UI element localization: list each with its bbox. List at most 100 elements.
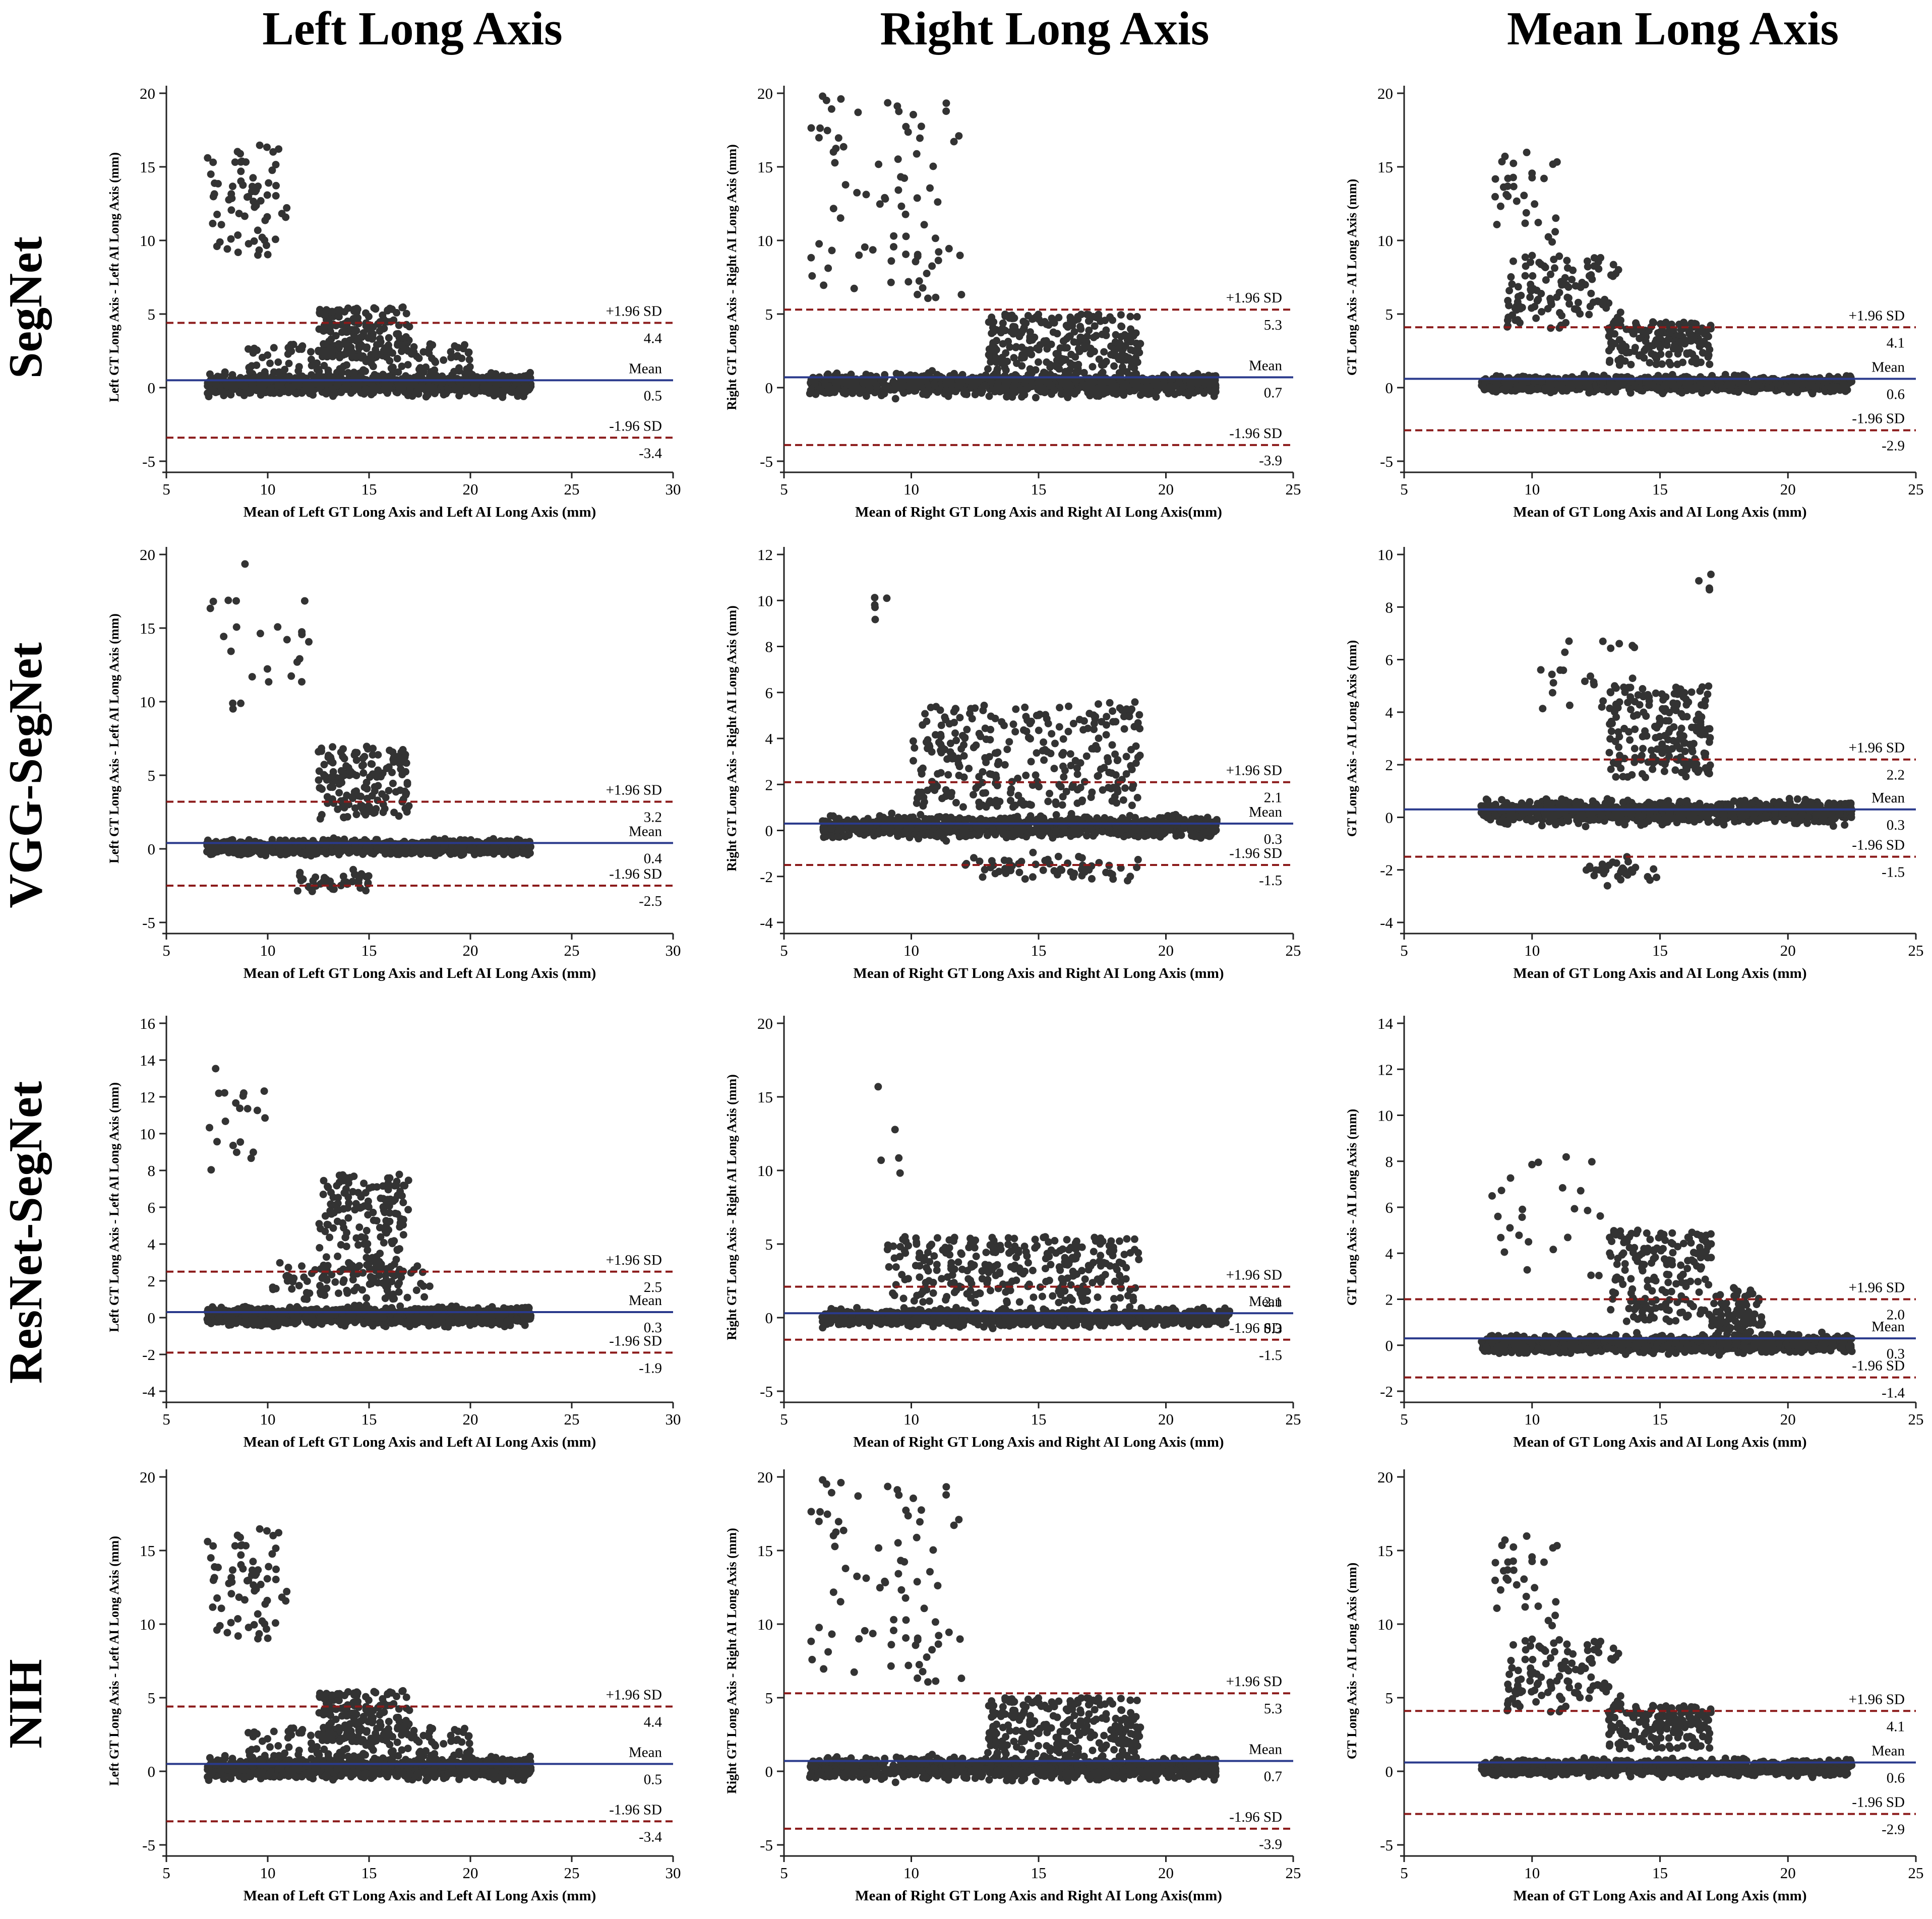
scatter-point <box>1687 330 1695 338</box>
scatter-point <box>261 368 269 376</box>
scatter-point <box>1705 333 1712 340</box>
y-tick-label: 10 <box>140 232 155 250</box>
scatter-point <box>379 809 387 816</box>
scatter-point <box>334 381 342 389</box>
mean-label: Mean <box>1249 358 1283 374</box>
scatter-point <box>902 251 910 258</box>
scatter-point <box>1569 266 1577 274</box>
scatter-point <box>1509 173 1517 181</box>
scatter-point <box>522 372 530 380</box>
scatter-point <box>827 105 835 113</box>
scatter-point <box>928 262 936 270</box>
x-tick-label: 15 <box>1652 480 1668 498</box>
scatter-point <box>363 778 371 786</box>
scatter-point <box>1590 254 1598 262</box>
y-tick-label: 15 <box>1377 158 1393 176</box>
scatter-point <box>1629 330 1638 338</box>
scatter-point <box>1595 265 1603 273</box>
upper-loa-label: +1.96 SD <box>1849 307 1905 324</box>
mean-value: 0.5 <box>644 388 662 404</box>
scatter-point <box>1004 338 1012 345</box>
scatter-point <box>828 246 836 255</box>
scatter-point <box>1609 381 1617 389</box>
scatter-point <box>209 597 217 605</box>
scatter-point <box>1086 388 1095 396</box>
upper-loa-value: 5.3 <box>1264 317 1282 333</box>
scatter-point <box>403 780 411 788</box>
scatter-point <box>217 221 225 229</box>
x-axis-label: Mean of Left GT Long Axis and Left AI Lo… <box>244 965 596 981</box>
scatter-point <box>1184 375 1192 383</box>
scatter-point <box>862 379 870 387</box>
scatter-point <box>272 161 280 169</box>
scatter-point <box>386 747 394 755</box>
scatter-point <box>267 384 275 392</box>
scatter-point <box>402 309 410 318</box>
scatter-point <box>1032 394 1040 402</box>
scatter-point <box>398 378 406 386</box>
x-axis-label: Mean of GT Long Axis and AI Long Axis (m… <box>1514 504 1807 520</box>
scatter-point <box>1540 174 1548 182</box>
scatter-point <box>929 162 937 170</box>
scatter-point <box>213 242 221 251</box>
scatter-point <box>1541 385 1549 393</box>
scatter-point <box>1184 388 1192 396</box>
scatter-point <box>944 392 952 400</box>
scatter-point <box>323 793 331 801</box>
scatter-point <box>271 235 279 243</box>
scatter-point <box>234 231 242 239</box>
scatter-point <box>945 244 953 253</box>
scatter-point <box>1080 368 1088 377</box>
scatter-point <box>1152 393 1160 401</box>
x-tick-label: 15 <box>361 480 377 498</box>
scatter-point <box>1586 387 1594 395</box>
scatter-point <box>321 309 329 318</box>
scatter-point <box>334 306 341 314</box>
scatter-point <box>875 160 883 168</box>
scatter-point <box>1728 382 1735 390</box>
scatter-point <box>1682 387 1690 395</box>
scatter-point <box>296 872 304 880</box>
column-titles: Left Long Axis Right Long Axis Mean Long A… <box>262 3 1839 55</box>
scatter-point <box>369 751 377 759</box>
lower-loa-value: -2.9 <box>1882 438 1905 454</box>
scatter-point <box>1141 389 1150 397</box>
x-tick-label: 20 <box>463 942 478 959</box>
scatter-point <box>358 342 366 350</box>
scatter-point <box>992 354 1000 362</box>
scatter-point <box>362 873 370 881</box>
scatter-point <box>381 381 389 389</box>
scatter-point <box>1531 200 1539 208</box>
scatter-point <box>385 346 393 354</box>
upper-loa-value: 4.1 <box>1887 335 1905 351</box>
scatter-point <box>1503 182 1512 190</box>
scatter-point <box>1527 280 1535 288</box>
scatter-point <box>366 333 374 341</box>
scatter-point <box>254 251 262 259</box>
scatter-point <box>1200 389 1208 397</box>
scatter-point <box>264 251 272 259</box>
scatter-point <box>454 344 462 352</box>
scatter-point <box>1510 159 1518 167</box>
scatter-point <box>1585 272 1593 280</box>
scatter-point <box>1074 360 1082 368</box>
scatter-point <box>399 303 407 311</box>
scatter-point <box>1534 219 1542 226</box>
scatter-point <box>862 191 870 199</box>
scatter-point <box>265 678 273 686</box>
scatter-point <box>862 392 870 400</box>
scatter-point <box>1532 314 1540 322</box>
scatter-point <box>401 787 409 795</box>
scatter-point <box>455 364 463 372</box>
scatter-point <box>880 390 888 398</box>
scatter-point <box>993 337 1000 345</box>
scatter-point <box>1130 387 1138 395</box>
scatter-point <box>332 332 340 340</box>
scatter-point <box>351 871 359 879</box>
scatter-point <box>815 134 823 142</box>
scatter-point <box>456 389 464 397</box>
scatter-point <box>1666 360 1674 368</box>
scatter-point <box>343 328 351 336</box>
scatter-point <box>1505 287 1514 295</box>
